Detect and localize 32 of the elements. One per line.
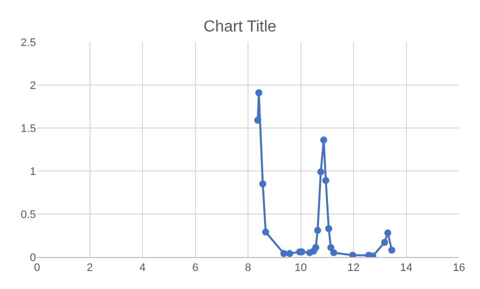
point — [320, 136, 328, 144]
point — [259, 180, 266, 188]
x-tick-label: 4 — [139, 262, 146, 274]
x-tick-label: 10 — [294, 262, 307, 274]
chart-title: Chart Title — [204, 18, 277, 36]
point — [327, 244, 334, 252]
x-tick-label: 8 — [244, 262, 252, 274]
point — [322, 176, 330, 184]
point — [286, 250, 294, 257]
x-tick-label: 12 — [347, 262, 360, 274]
y-tick-label: 0 — [30, 252, 36, 264]
point — [381, 238, 388, 246]
point — [317, 168, 324, 176]
x-tick-label: 16 — [452, 262, 466, 274]
point — [262, 228, 270, 236]
point — [349, 252, 356, 257]
point — [388, 246, 396, 254]
point — [254, 116, 262, 124]
y-tick-label: 1 — [30, 166, 36, 178]
point — [314, 226, 322, 234]
point — [312, 244, 320, 252]
y-tick-label: 2 — [30, 80, 36, 92]
point — [325, 225, 332, 232]
point — [255, 89, 262, 96]
x-tick-label: 2 — [86, 262, 93, 274]
x-tick-label: 6 — [192, 262, 198, 274]
y-tick-label: 2.5 — [20, 36, 36, 49]
point — [330, 249, 338, 256]
y-tick-label: 1.5 — [20, 122, 36, 135]
point — [384, 229, 392, 236]
y-tick-label: 0.5 — [20, 208, 36, 221]
x-tick-label: 14 — [400, 262, 412, 274]
